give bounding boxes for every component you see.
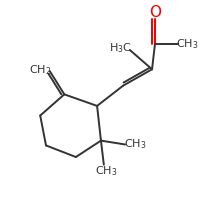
Text: O: O (149, 5, 161, 20)
Text: CH$_3$: CH$_3$ (124, 137, 147, 151)
Text: H$_3$C: H$_3$C (109, 42, 132, 55)
Text: CH$_3$: CH$_3$ (95, 165, 118, 178)
Text: CH$_2$: CH$_2$ (29, 63, 51, 77)
Text: CH$_3$: CH$_3$ (176, 37, 199, 51)
